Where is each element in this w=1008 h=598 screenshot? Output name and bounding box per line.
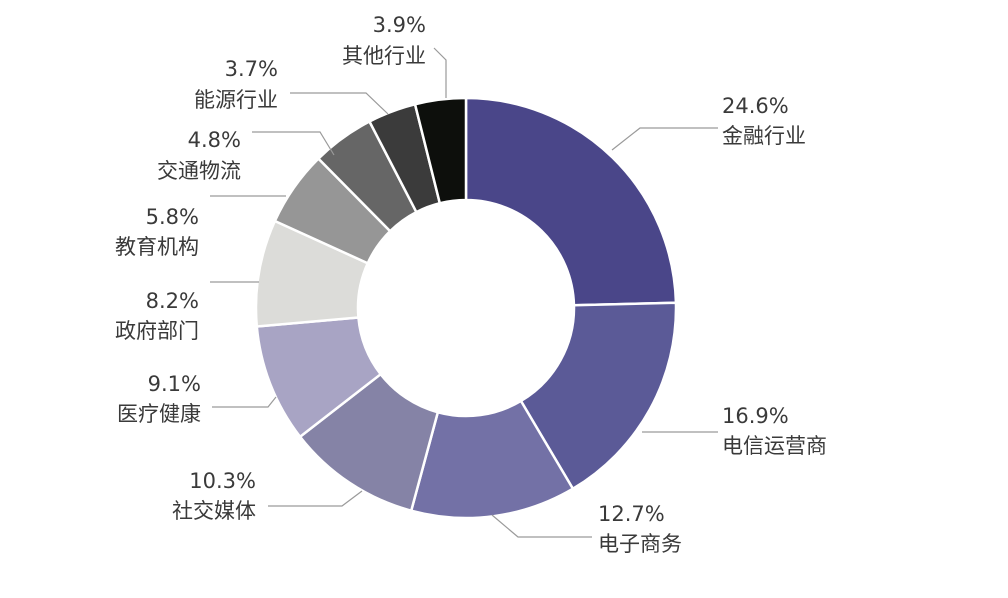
slice-10 (413, 96, 468, 205)
category-label-4: 社交媒体 (172, 499, 256, 523)
category-label-6: 政府部门 (115, 319, 199, 343)
value-label-1: 24.6% (722, 94, 789, 118)
value-label-4: 10.3% (189, 469, 256, 493)
category-label-8: 交通物流 (157, 159, 241, 183)
leader-line-3 (491, 514, 592, 538)
leader-line-8 (252, 131, 335, 156)
leader-line-4 (268, 490, 363, 507)
value-label-10: 3.9% (373, 13, 426, 37)
category-label-2: 电信运营商 (722, 434, 827, 458)
slice-2 (519, 301, 678, 491)
leader-line-1 (611, 127, 718, 151)
category-label-3: 电子商务 (598, 532, 682, 556)
value-label-8: 4.8% (188, 128, 241, 152)
donut-slices (254, 96, 678, 520)
slice-labels: 24.6% 金融行业 16.9% 电信运营商 12.7% 电子商务 10.3% 社交媒体 9.1… (115, 13, 827, 556)
slice-1 (464, 96, 678, 307)
value-label-5: 9.1% (148, 372, 201, 396)
value-label-6: 8.2% (146, 289, 199, 313)
leader-line-5 (212, 396, 277, 408)
value-label-7: 5.8% (146, 205, 199, 229)
value-label-2: 16.9% (722, 404, 789, 428)
value-label-3: 12.7% (598, 502, 665, 526)
category-label-9: 能源行业 (194, 88, 278, 112)
category-label-1: 金融行业 (722, 124, 806, 148)
leader-lines (210, 47, 718, 538)
leader-line-10 (433, 47, 447, 98)
category-label-7: 教育机构 (115, 235, 199, 259)
category-label-10: 其他行业 (342, 44, 426, 68)
category-label-5: 医疗健康 (117, 402, 201, 426)
value-label-9: 3.7% (225, 57, 278, 81)
leader-line-9 (290, 92, 389, 115)
